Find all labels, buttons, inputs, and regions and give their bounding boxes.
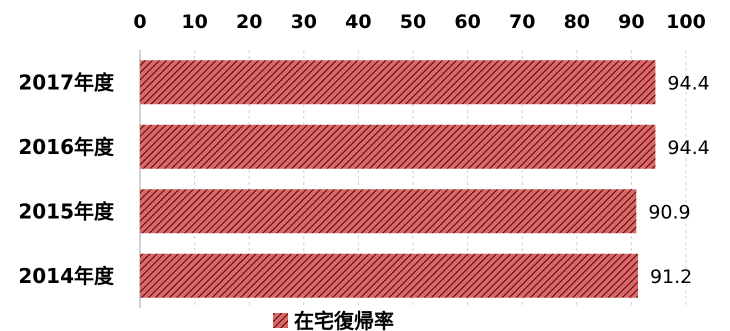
bar — [140, 253, 638, 298]
x-tick-label: 60 — [454, 11, 480, 33]
bar — [140, 60, 656, 105]
bars — [140, 60, 656, 298]
x-tick-label: 50 — [400, 11, 426, 33]
data-label: 94.4 — [667, 72, 709, 94]
x-tick-label: 0 — [133, 11, 146, 33]
data-label: 91.2 — [650, 266, 692, 288]
x-tick-label: 80 — [564, 11, 590, 33]
legend-swatch — [273, 313, 288, 328]
legend: 在宅復帰率 — [273, 309, 394, 331]
category-label: 2014年度 — [18, 264, 115, 288]
x-tick-label: 100 — [666, 11, 706, 33]
x-tick-label: 30 — [291, 11, 317, 33]
x-tick-label: 70 — [509, 11, 535, 33]
category-label: 2017年度 — [18, 70, 115, 94]
category-label: 2015年度 — [18, 199, 115, 223]
x-tick-label: 90 — [618, 11, 644, 33]
x-tick-label: 10 — [181, 11, 207, 33]
bar — [140, 189, 637, 234]
bar — [140, 124, 656, 169]
data-labels: 94.4 94.4 90.9 91.2 — [648, 72, 709, 288]
legend-label: 在宅復帰率 — [294, 309, 394, 331]
category-label: 2016年度 — [18, 135, 115, 159]
x-tick-label: 40 — [345, 11, 371, 33]
category-labels: 2017年度 2016年度 2015年度 2014年度 — [18, 70, 115, 288]
x-axis: 0 10 20 30 40 50 60 70 80 90 100 — [133, 11, 705, 33]
data-label: 90.9 — [648, 201, 690, 223]
data-label: 94.4 — [667, 137, 709, 159]
x-tick-label: 20 — [236, 11, 262, 33]
